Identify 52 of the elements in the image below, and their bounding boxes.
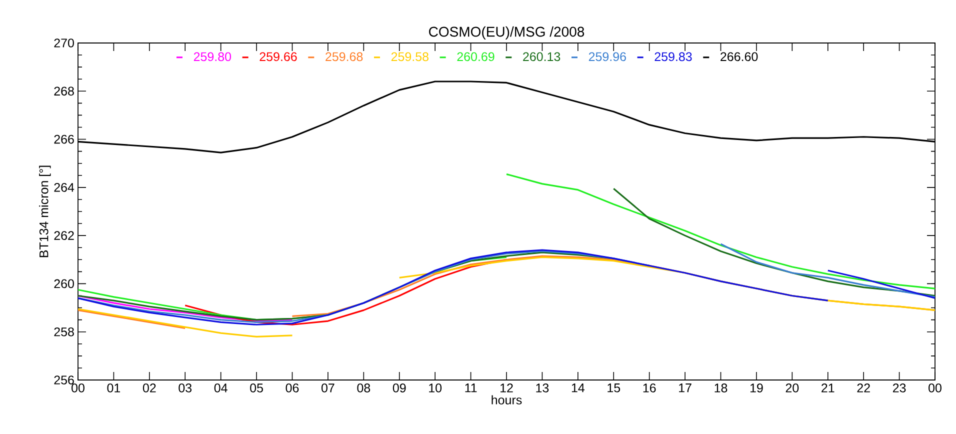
chart-title: COSMO(EU)/MSG /2008 <box>429 26 584 40</box>
x-tick-label: 12 <box>500 384 513 392</box>
x-tick-label: 04 <box>214 384 228 392</box>
x-tick-label: 00 <box>72 384 84 392</box>
x-tick-label: 20 <box>786 384 799 392</box>
line-series <box>612 188 936 297</box>
y-tick-label: 256 <box>54 376 74 384</box>
x-tick-label: 14 <box>572 384 585 392</box>
x-tick-label: 16 <box>643 384 656 392</box>
x-tick-label: 23 <box>892 384 906 392</box>
legend-label: 259.83 <box>654 52 692 62</box>
x-tick-label: 21 <box>822 384 834 392</box>
legend-label: 259.80 <box>194 52 232 62</box>
y-tick-label: 260 <box>54 279 74 288</box>
line-series <box>827 270 936 299</box>
y-tick-label: 262 <box>54 231 74 240</box>
y-tick-label: 270 <box>54 38 74 48</box>
y-tick-label: 264 <box>54 183 74 192</box>
legend-label: 259.66 <box>260 52 297 62</box>
x-tick-label: 19 <box>750 384 763 392</box>
x-tick-label: 09 <box>392 384 406 392</box>
y-tick-label: 268 <box>54 86 74 96</box>
x-tick-label: 07 <box>321 384 334 392</box>
y-axis-title: BT134 micron [°] <box>39 166 51 258</box>
x-tick-label: 15 <box>608 384 620 392</box>
line-series <box>78 308 294 338</box>
x-tick-label: 02 <box>142 384 156 392</box>
legend-label: 266.60 <box>720 52 758 62</box>
legend-label: 260.69 <box>457 52 494 62</box>
line-series <box>78 294 294 322</box>
legend-label: 259.58 <box>391 52 428 62</box>
x-tick-label: 18 <box>714 384 728 392</box>
line-series <box>506 173 936 290</box>
x-tick-label: 11 <box>465 384 477 392</box>
x-tick-label: 00 <box>928 384 942 392</box>
x-axis-title: hours <box>492 395 522 404</box>
x-tick-label: 22 <box>857 384 870 392</box>
x-tick-label: 06 <box>286 384 299 392</box>
y-tick-label: 266 <box>54 134 74 144</box>
y-tick-label: 258 <box>54 327 74 336</box>
line-series <box>720 243 936 298</box>
legend-label: 260.13 <box>523 52 560 62</box>
x-tick-label: 08 <box>357 384 370 392</box>
line-series <box>78 309 186 330</box>
x-tick-label: 17 <box>679 384 692 392</box>
x-tick-label: 10 <box>429 384 442 392</box>
legend-label: 259.96 <box>588 52 626 62</box>
x-tick-label: 03 <box>178 384 192 392</box>
x-tick-label: 13 <box>536 384 549 392</box>
legend-label: 259.68 <box>326 52 363 62</box>
x-tick-label: 01 <box>107 384 120 392</box>
x-tick-label: 05 <box>250 384 263 392</box>
